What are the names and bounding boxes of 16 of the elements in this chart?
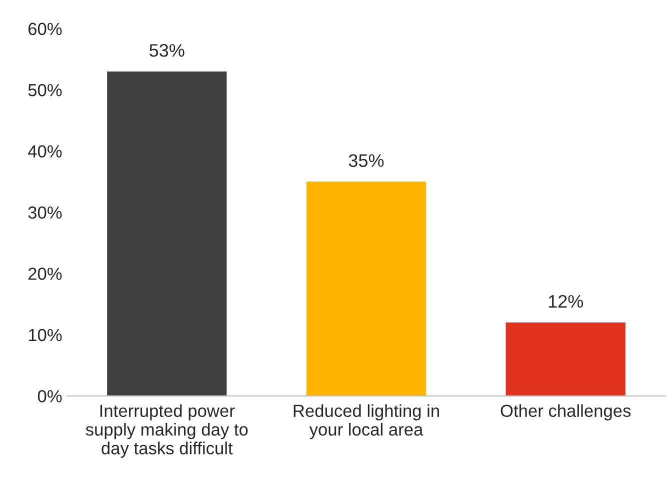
y-tick-label: 50% [28,84,62,96]
y-tick-label: 10% [28,328,62,342]
y-tick-label: 20% [28,268,62,280]
data-label: 53% [150,44,184,57]
y-tick-label: 0% [38,390,62,402]
bar [107,71,227,396]
x-tick-label: Reduced lighting in your local area [294,404,439,440]
bar [306,182,426,396]
bar [506,322,626,396]
y-tick-label: 60% [28,22,62,36]
data-label: 12% [548,294,584,308]
data-label: 35% [348,154,384,167]
y-tick-label: 40% [28,145,62,158]
x-tick-label: Other challenges [500,404,631,420]
y-tick-label: 30% [28,206,62,219]
x-tick-label: Interrupted power supply making day to day tasks difficult [86,404,248,458]
